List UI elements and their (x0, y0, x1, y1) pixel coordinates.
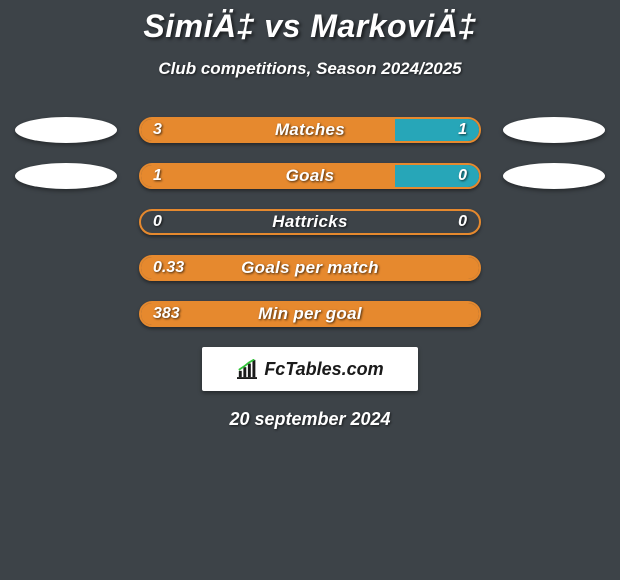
page-title: SimiÄ‡ vs MarkoviÄ‡ (0, 8, 620, 45)
stat-bar: 10Goals (139, 163, 481, 189)
player-avatar-left (15, 163, 117, 189)
stat-row: 10Goals (0, 163, 620, 189)
snapshot-date: 20 september 2024 (0, 409, 620, 430)
comparison-card: SimiÄ‡ vs MarkoviÄ‡ Club competitions, S… (0, 0, 620, 430)
stat-label: Goals (141, 165, 479, 187)
stat-label: Goals per match (141, 257, 479, 279)
stat-label: Min per goal (141, 303, 479, 325)
avatar-slot-right (499, 163, 609, 189)
stat-row: 31Matches (0, 117, 620, 143)
attribution-badge-wrap: FcTables.com (0, 347, 620, 391)
avatar-slot-left (11, 117, 121, 143)
avatar-slot-left (11, 163, 121, 189)
page-subtitle: Club competitions, Season 2024/2025 (0, 59, 620, 79)
player-avatar-right (503, 163, 605, 189)
avatar-slot-right (499, 117, 609, 143)
attribution-badge[interactable]: FcTables.com (202, 347, 418, 391)
stat-row: 0.33Goals per match (0, 255, 620, 281)
attribution-text: FcTables.com (264, 359, 383, 380)
player-avatar-left (15, 117, 117, 143)
stat-row: 00Hattricks (0, 209, 620, 235)
bar-chart-icon (236, 359, 258, 379)
stat-bar: 00Hattricks (139, 209, 481, 235)
stat-bar: 0.33Goals per match (139, 255, 481, 281)
stat-bar: 383Min per goal (139, 301, 481, 327)
stat-bar: 31Matches (139, 117, 481, 143)
stat-row: 383Min per goal (0, 301, 620, 327)
stat-label: Matches (141, 119, 479, 141)
stat-rows: 31Matches 10Goals 00Hattricks 0.33Goals per… (0, 117, 620, 327)
player-avatar-right (503, 117, 605, 143)
stat-label: Hattricks (141, 211, 479, 233)
